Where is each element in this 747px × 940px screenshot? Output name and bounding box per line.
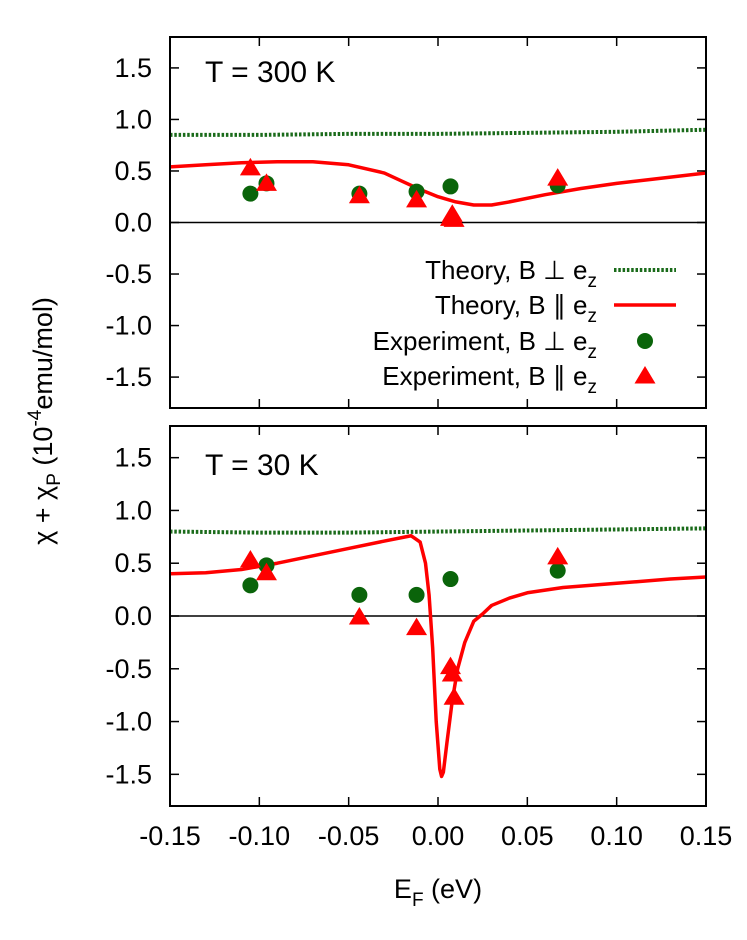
y-tick-label-300k: 0.5 [114,156,152,186]
ticks-300k [169,37,707,408]
markers-group-300k [239,157,569,227]
exp-perp-point-30k [242,577,259,594]
exp-par-point-30k [441,664,463,682]
x-tick-label: 0.10 [590,821,643,851]
exp-perp-point-30k [408,586,425,603]
series-group-300k [170,127,706,207]
exp-par-point-300k [443,209,465,227]
panel-30k: -1.5-1.0-0.50.00.51.01.5 T = 30 K -0.15-… [105,425,732,851]
panel-label-300k: T = 300 K [205,56,335,89]
legend-swatch-exp_perp [637,333,653,349]
y-tick-label-300k: 0.0 [114,208,152,238]
y-tick-label-30k: 1.5 [114,443,152,473]
y-tick-label-300k: 1.0 [114,104,152,134]
panel-300k: -1.5 -1.0 -0.5 0.0 0.5 1.0 1.5 T = 300 K Theor… [105,36,707,409]
x-title-rest: (eV) [424,874,483,904]
exp-par-point-300k [348,185,370,204]
x-tick-labels: -0.15 -0.10 -0.05 0.00 0.05 0.10 0.15 [139,821,732,851]
x-tick-label: -0.10 [229,821,291,851]
theory-par-line-30k [170,534,706,779]
exp-perp-point-30k [351,586,368,603]
exp-par-point-30k [348,607,370,625]
x-tick-label: 0.00 [412,821,465,851]
legend-label-sub: z [588,377,598,398]
exp-par-point-30k [547,546,569,565]
y-tick-labels-300k: -1.5 -1.0 -0.5 0.0 0.5 1.0 1.5 [105,53,152,392]
legend-label-main: Theory, B ⊥ e [425,255,587,285]
y-tick-label-30k: 0.5 [114,548,152,578]
y-tick-label-30k: 0.0 [114,601,152,631]
y-title-part3: emu/mol) [28,297,58,410]
legend-label-main: Theory, B ∥ e [435,290,588,320]
theory-perp-line-300k [170,127,706,137]
legend-label-theory_perp: Theory, B ⊥ ez [425,255,597,292]
exp-par-point-30k [255,562,277,581]
x-tick-label: 0.05 [501,821,554,851]
exp-perp-point-30k [549,562,566,579]
exp-par-point-30k [443,687,465,705]
y-title-sub: P [44,473,65,486]
legend-label-sub: z [588,306,598,327]
y-tick-label-30k: -1.0 [105,707,152,737]
y-title-part2: (10 [28,427,58,474]
legend-label-theory_par: Theory, B ∥ ez [435,290,597,327]
x-title-sub: F [412,890,424,911]
legend-label-exp_perp: Experiment, B ⊥ ez [373,326,597,363]
exp-par-point-300k [406,189,428,208]
legend-label-sub: z [588,271,598,292]
theory-par-line-300k [170,159,706,207]
y-axis-title: χ + χP (10-4emu/mol) [25,297,65,545]
exp-par-point-30k [406,617,428,636]
y-tick-label-300k: -1.5 [105,362,152,392]
y-tick-label-300k: 1.5 [114,53,152,83]
x-title-main: E [394,874,412,904]
y-tick-label-30k: -0.5 [105,654,152,684]
legend-label-exp_par: Experiment, B ∥ ez [382,361,597,398]
markers-group-30k [239,546,569,705]
x-axis-title: EF (eV) [394,874,482,911]
legend-swatch-exp_par [634,366,656,384]
y-title-sup: -4 [25,409,46,426]
legend-label-main: Experiment, B ∥ e [382,361,587,391]
exp-par-point-300k [239,157,261,176]
theory-perp-line-30k [170,526,706,535]
exp-perp-point-300k [242,185,259,202]
legend-label-sub: z [588,342,598,363]
x-tick-label: 0.15 [680,821,733,851]
y-tick-label-300k: -1.0 [105,311,152,341]
ticks-30k [169,426,707,806]
y-tick-labels-30k: -1.5 -1.0 -0.5 0.0 0.5 1.0 1.5 [105,443,152,790]
series-group-30k [170,526,706,779]
exp-par-point-300k [255,173,277,191]
exp-perp-point-30k [442,571,459,588]
panel-label-30k: T = 30 K [205,449,319,482]
y-tick-label-30k: -1.5 [105,759,152,789]
x-tick-label: -0.05 [318,821,380,851]
y-tick-label-30k: 1.0 [114,495,152,525]
exp-par-point-30k [440,656,462,675]
legend-label-main: Experiment, B ⊥ e [373,326,588,356]
y-title-part1: χ + χ [28,486,58,545]
y-tick-label-300k: -0.5 [105,259,152,289]
exp-perp-point-300k [442,178,459,195]
exp-par-point-300k [547,168,569,186]
exp-par-point-30k [239,550,261,568]
x-tick-label: -0.15 [139,821,201,851]
